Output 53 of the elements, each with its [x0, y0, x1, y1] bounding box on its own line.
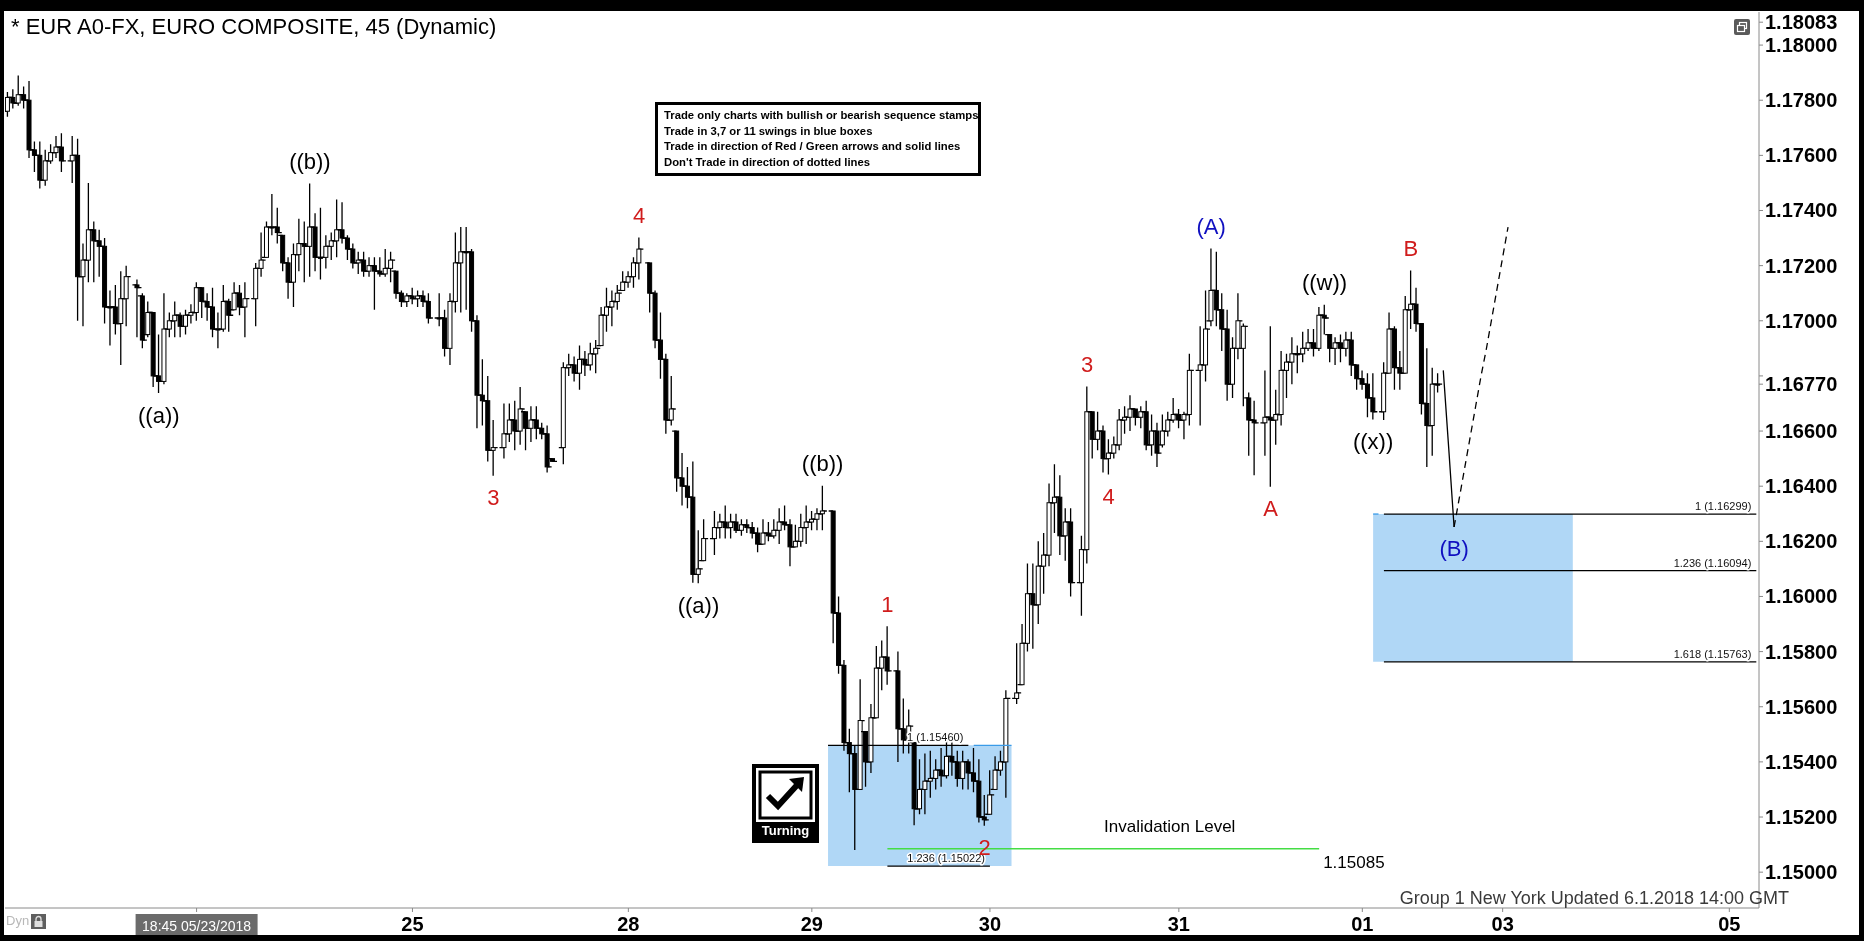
annotation: 3 — [487, 485, 500, 511]
y-tick-label: 1.16200 — [1765, 530, 1838, 553]
x-tick-label: 31 — [1167, 913, 1190, 935]
x-tick-label: 03 — [1491, 913, 1514, 935]
annotation: ((x)) — [1352, 428, 1394, 454]
y-tick-label: 1.16600 — [1765, 420, 1838, 443]
annotation: ((w)) — [1301, 270, 1348, 296]
x-tick-label: 28 — [617, 913, 640, 935]
x-tick-label: 18:45 05/23/2018 — [142, 918, 252, 934]
x-tick-label: 29 — [800, 913, 823, 935]
y-tick-label: 1.15200 — [1765, 806, 1838, 829]
y-tick-label: 1.17200 — [1765, 254, 1838, 277]
y-tick-label: 1.17800 — [1765, 89, 1838, 112]
x-tick-label: 01 — [1351, 913, 1374, 935]
annotation: ((b)) — [801, 451, 844, 477]
series-label: 1.236 (1.16094) — [1673, 556, 1752, 569]
annotation: B — [1403, 236, 1419, 262]
y-tick-label: 1.17000 — [1765, 309, 1838, 332]
y-tick-label: 1.17600 — [1765, 144, 1838, 167]
x-tick-label: 05 — [1718, 913, 1741, 935]
annotation: Turning — [760, 822, 811, 839]
annotation: Invalidation Level — [1104, 817, 1236, 837]
series-label: 1.618 (1.15763) — [1673, 647, 1752, 660]
annotation: (A) — [1196, 214, 1226, 240]
y-tick-label: 1.15800 — [1765, 640, 1838, 663]
y-tick-label: 1.18000 — [1765, 34, 1838, 57]
y-tick-label: 1.15600 — [1765, 695, 1838, 718]
y-tick-label: 1.15400 — [1765, 750, 1838, 773]
annotation: 4 — [1102, 484, 1115, 510]
annotation: 1 — [881, 591, 894, 617]
annotation: Group 1 New York Updated 6.1.2018 14:00 GMT — [1399, 888, 1789, 908]
y-tick-label: 1.17400 — [1765, 199, 1838, 222]
series-label: 1 (1.16299) — [1695, 500, 1752, 513]
stamp-badge: Turning — [752, 764, 819, 843]
x-tick-label: 30 — [978, 913, 1002, 935]
annotation: Trade only charts with bullish or bearish sequence stamps Trade in 3,7 or 11 swings in blue boxes Trade in direction of Red / Green arrows and solid lines Don't Trade in direction of dotted lines — [664, 108, 979, 170]
y-tick-label: 1.16000 — [1765, 585, 1838, 608]
annotation: A — [1263, 496, 1279, 522]
x-tick-label: 25 — [401, 913, 424, 935]
annotation: (B) — [1439, 536, 1469, 562]
data-label: 1.15085 — [1323, 853, 1385, 873]
y-tick-label: 1.18083 — [1765, 11, 1838, 34]
annotation: ((a)) — [138, 402, 180, 428]
annotation: 4 — [633, 203, 646, 229]
y-tick-label: 1.16400 — [1765, 475, 1838, 498]
annotation: ((a)) — [677, 592, 720, 618]
chart-title: * EUR A0-FX, EURO COMPOSITE, 45 (Dynamic) — [11, 14, 497, 40]
text: Dyn — [6, 913, 30, 929]
legend-label: 1 (1.15460) — [907, 731, 964, 744]
annotation: ((b)) — [289, 148, 331, 174]
y-tick-label: 1.15000 — [1765, 861, 1838, 884]
y-tick-label: 1.16770 — [1765, 373, 1838, 396]
annotation: 3 — [1080, 351, 1094, 377]
